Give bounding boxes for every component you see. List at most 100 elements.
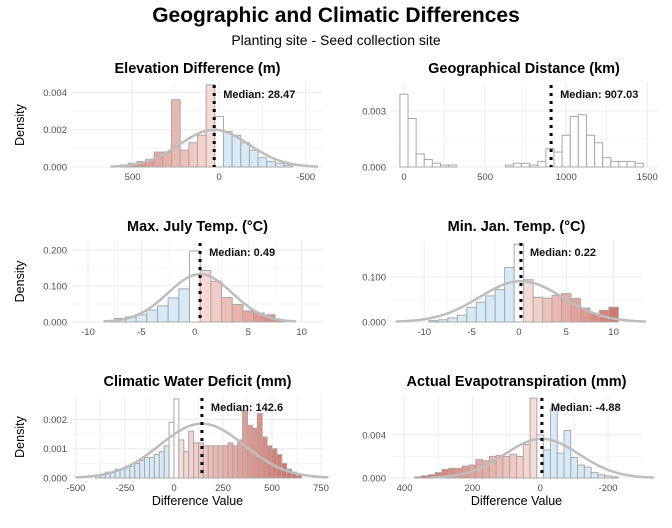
histogram-bar	[240, 142, 250, 168]
histogram-bar	[202, 445, 209, 479]
histogram-bar	[237, 439, 244, 479]
histogram-bar	[626, 160, 636, 168]
histogram-bar	[439, 164, 450, 168]
x-tick-label: 10	[608, 327, 619, 338]
histogram-bar	[509, 453, 518, 479]
histogram-bar	[577, 464, 585, 479]
histogram-bar	[485, 295, 496, 323]
density-curve	[103, 272, 297, 323]
x-axis-title: Difference Value	[471, 494, 562, 508]
histogram-bar	[618, 160, 628, 168]
histogram-bar	[227, 442, 234, 479]
density-curve	[110, 128, 319, 168]
histogram-bar	[129, 465, 136, 479]
histogram-bar	[570, 457, 579, 479]
x-tick-label: 0	[171, 483, 176, 494]
figure-subtitle: Planting site - Seed collection site	[231, 32, 441, 48]
y-tick-label: 0.004	[362, 430, 386, 441]
y-axis-title: Density	[13, 415, 27, 457]
x-tick-label: -10	[417, 327, 431, 338]
histogram-bar	[407, 117, 417, 168]
histogram-bar	[257, 157, 268, 168]
histogram-bar	[475, 301, 487, 323]
histogram-bar	[222, 131, 233, 168]
median-label: Median: 0.22	[530, 247, 596, 259]
panel-title: Actual Evapotranspiration (mm)	[407, 374, 627, 390]
panel-title: Elevation Difference (m)	[115, 61, 281, 77]
x-tick-label: 5	[246, 327, 251, 338]
histogram-bar	[549, 408, 558, 479]
histogram-bar	[173, 398, 180, 479]
histogram-bar	[604, 475, 612, 479]
histogram-bar	[232, 445, 239, 479]
histogram-bar	[210, 280, 223, 323]
histogram-bar	[153, 454, 160, 479]
x-tick-label: 400	[397, 483, 413, 494]
histogram-bar	[168, 421, 175, 479]
y-tick-label: 0.100	[43, 282, 67, 293]
x-tick-label: 750	[313, 483, 329, 494]
panel-4: Median: 0.22 Min. Jan. Temp. (°C) 0.000 0.1…	[362, 219, 647, 338]
x-tick-label: 200	[464, 483, 480, 494]
histogram-bar	[156, 305, 169, 323]
histogram-bar	[556, 452, 565, 479]
x-tick-label: 1000	[556, 172, 577, 183]
panel-2: Median: 907.03 Geographical Distance (km)…	[362, 61, 658, 183]
histogram-bar	[448, 164, 458, 168]
panel-title: Geographical Distance (km)	[428, 61, 620, 77]
y-tick-label: 0.200	[43, 246, 67, 257]
histogram-bar	[231, 134, 242, 168]
histogram-bar	[399, 93, 409, 168]
histogram-bar	[494, 289, 506, 323]
histogram-bar	[146, 309, 158, 323]
median-label: Median: 0.49	[209, 247, 275, 259]
histogram-bar	[199, 270, 212, 323]
histogram-bar	[502, 455, 511, 479]
histogram-bar	[266, 160, 276, 168]
panel-3: Median: 0.49 Max. July Temp. (°C) 0.000 0.1…	[13, 219, 323, 338]
x-tick-label: 500	[125, 172, 141, 183]
panel-6: Median: -4.88 Actual Evapotranspiration (…	[362, 374, 654, 508]
histogram-bar	[594, 142, 604, 168]
median-label: Median: 907.03	[560, 89, 638, 101]
histogram-bar	[608, 306, 619, 323]
histogram-bar	[179, 149, 190, 168]
histogram-bar	[134, 462, 141, 479]
y-tick-label: 0.000	[43, 163, 67, 174]
y-axis-title: Density	[13, 103, 27, 145]
histogram-bar	[602, 157, 612, 168]
histogram-bar	[543, 449, 551, 479]
histogram-bar	[634, 162, 644, 168]
histogram-bar	[248, 149, 259, 168]
panel-title: Min. Jan. Temp. (°C)	[448, 219, 586, 235]
histogram-bar	[577, 114, 587, 168]
median-label: Median: 28.47	[223, 89, 295, 101]
y-tick-label: 0.002	[43, 125, 67, 136]
histogram-bar	[167, 297, 180, 323]
histogram-bar	[188, 430, 195, 479]
histogram-bar	[217, 445, 224, 479]
histogram-bar	[144, 457, 150, 479]
y-tick-label: 0.001	[43, 444, 67, 455]
histogram-bar	[242, 310, 255, 323]
histogram-bar	[537, 160, 547, 168]
x-tick-label: -10	[81, 327, 95, 338]
histogram-bar	[516, 455, 524, 479]
x-tick-label: -200	[599, 483, 618, 494]
histogram-bar	[197, 134, 207, 168]
panel-title: Max. July Temp. (°C)	[127, 219, 268, 235]
y-tick-label: 0.000	[362, 318, 386, 329]
histogram-bar	[256, 413, 263, 479]
figure-title: Geographic and Climatic Differences	[152, 4, 520, 27]
histogram-bar	[212, 445, 219, 479]
histogram-bar	[414, 476, 423, 479]
histogram-bar	[529, 164, 539, 168]
histogram-bar	[447, 317, 458, 323]
density-curve	[395, 279, 647, 323]
histogram-bar	[139, 459, 146, 479]
y-tick-label: 0.000	[362, 163, 386, 174]
x-tick-label: 0	[538, 483, 543, 494]
histogram-bar	[193, 442, 199, 479]
histogram-bar	[148, 457, 155, 479]
histogram-bar	[437, 319, 449, 323]
